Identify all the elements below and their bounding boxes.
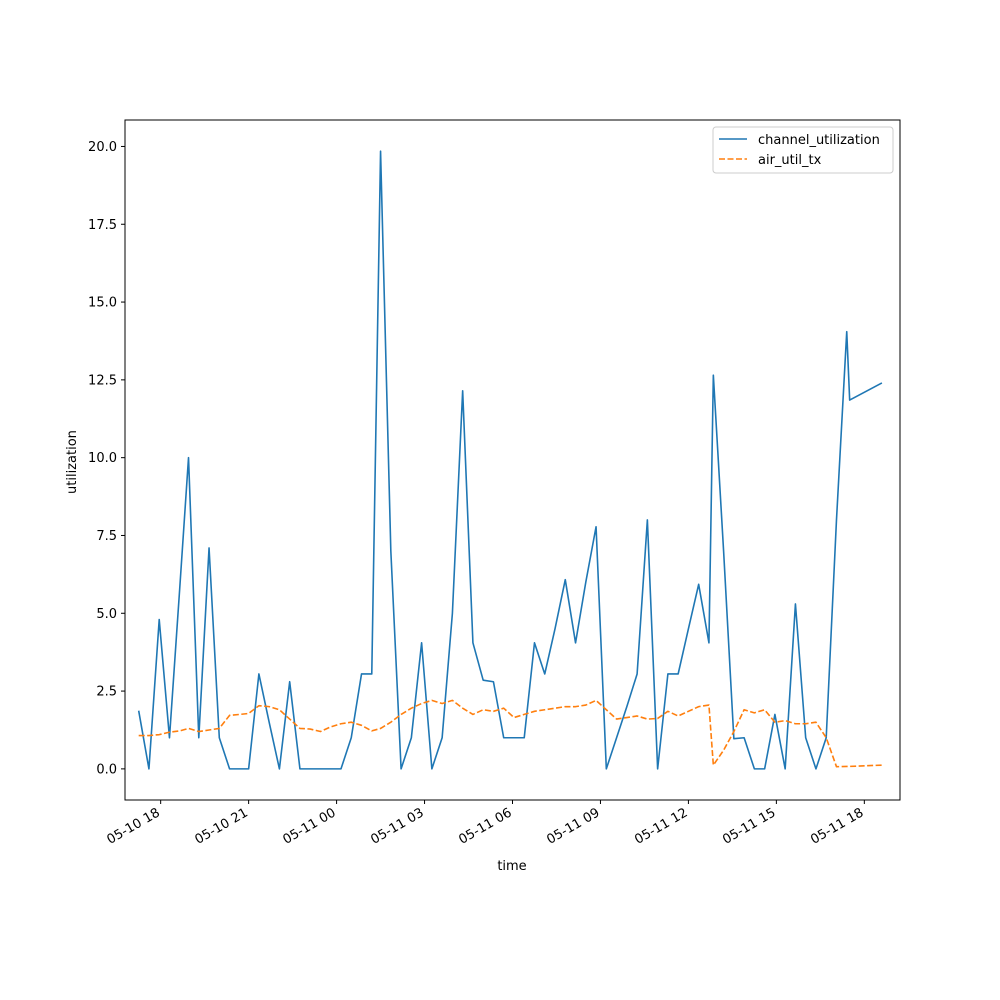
legend-label-channel-utilization: channel_utilization bbox=[758, 133, 880, 148]
y-tick-label: 2.5 bbox=[96, 685, 117, 700]
plot-area bbox=[137, 150, 883, 770]
y-tick-label: 10.0 bbox=[88, 451, 117, 466]
y-tick-label: 20.0 bbox=[88, 140, 117, 155]
x-axis-label: time bbox=[497, 859, 526, 874]
legend: channel_utilization air_util_tx bbox=[712, 126, 894, 174]
y-tick-label: 12.5 bbox=[88, 373, 117, 388]
y-tick-label: 15.0 bbox=[88, 296, 117, 311]
legend-frame bbox=[712, 126, 894, 174]
y-tick-label: 17.5 bbox=[88, 218, 117, 233]
y-axis-label: utilization bbox=[65, 430, 80, 494]
y-tick-label: 7.5 bbox=[96, 529, 117, 544]
y-tick-label: 5.0 bbox=[96, 607, 117, 622]
y-tick-label: 0.0 bbox=[96, 762, 117, 777]
series-line-channel-utilization bbox=[137, 150, 883, 770]
series-line-air-util-tx bbox=[138, 699, 882, 768]
legend-label-air-util-tx: air_util_tx bbox=[758, 153, 822, 168]
